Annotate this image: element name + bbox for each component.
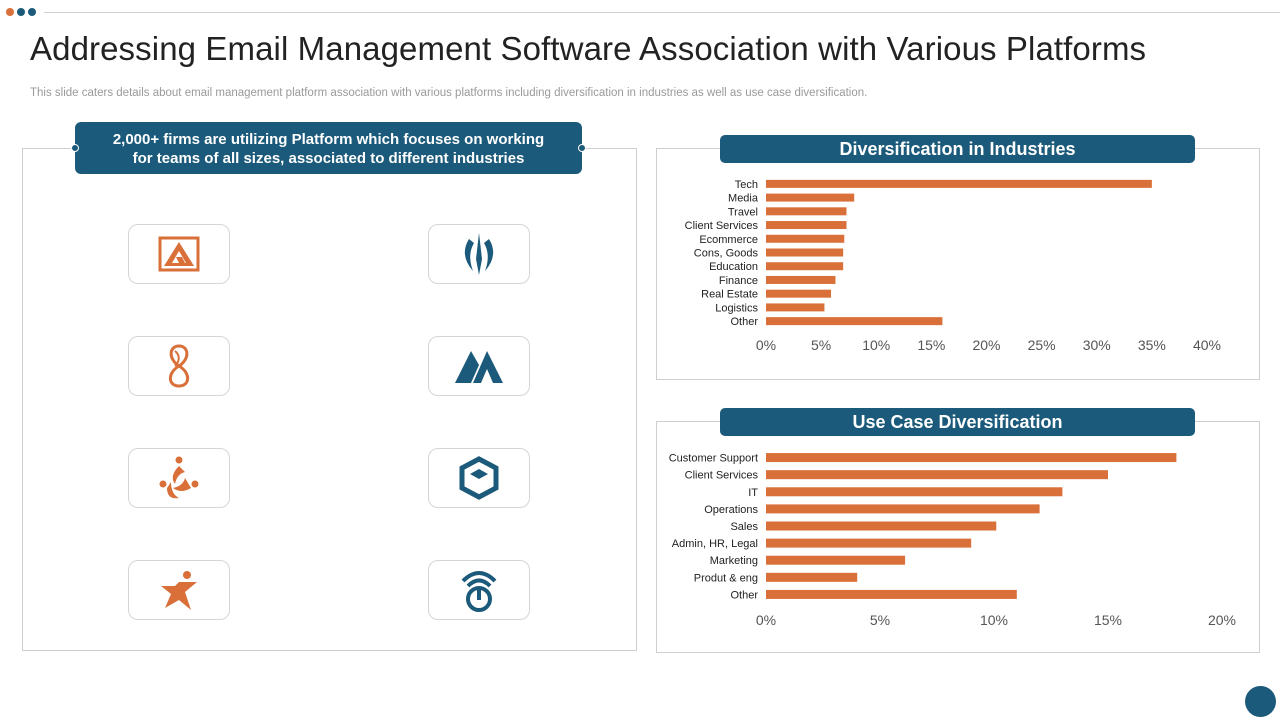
star-person-logo-icon bbox=[157, 568, 201, 612]
category-label: Admin, HR, Legal bbox=[672, 538, 758, 550]
bar-ecommerce bbox=[766, 234, 845, 243]
x-tick-label: 10% bbox=[980, 612, 1008, 628]
figure-eight-logo-icon bbox=[164, 343, 194, 389]
x-tick-label: 35% bbox=[1138, 337, 1166, 353]
dot-navy-2 bbox=[28, 8, 36, 16]
signal-power-logo-icon bbox=[458, 567, 500, 613]
slide-subtitle: This slide caters details about email ma… bbox=[30, 87, 868, 99]
x-tick-label: 20% bbox=[972, 337, 1000, 353]
bar-sales bbox=[766, 521, 997, 531]
category-label: Logistics bbox=[715, 302, 758, 314]
logo-card-5 bbox=[128, 448, 230, 508]
category-label: Other bbox=[730, 589, 758, 601]
category-label: Cons, Goods bbox=[694, 248, 759, 260]
x-tick-label: 30% bbox=[1083, 337, 1111, 353]
callout-line-2: for teams of all sizes, associated to di… bbox=[132, 150, 525, 167]
x-tick-label: 10% bbox=[862, 337, 890, 353]
bar-real-estate bbox=[766, 289, 832, 298]
bar-produt-eng bbox=[766, 572, 858, 582]
category-label: IT bbox=[748, 487, 758, 499]
category-label: Travel bbox=[728, 206, 758, 218]
x-tick-label: 5% bbox=[870, 612, 890, 628]
bar-admin-hr-legal bbox=[766, 538, 972, 548]
bar-marketing bbox=[766, 555, 906, 565]
bar-other bbox=[766, 317, 943, 326]
category-label: Produt & eng bbox=[694, 572, 758, 584]
triangle-a-logo-icon bbox=[158, 236, 200, 272]
callout-pin-right bbox=[578, 144, 586, 152]
category-label: Customer Support bbox=[669, 453, 758, 465]
slide-title: Addressing Email Management Software Ass… bbox=[30, 30, 1147, 67]
category-label: Client Services bbox=[685, 220, 759, 232]
x-tick-label: 0% bbox=[756, 612, 776, 628]
bar-logistics bbox=[766, 303, 825, 312]
category-label: Other bbox=[730, 316, 758, 328]
double-peak-logo-icon bbox=[453, 347, 505, 385]
bar-operations bbox=[766, 504, 1040, 514]
category-label: Media bbox=[728, 193, 759, 205]
bar-cons-goods bbox=[766, 248, 844, 257]
corner-dot bbox=[1245, 686, 1276, 717]
top-divider bbox=[44, 12, 1280, 13]
bar-other bbox=[766, 589, 1017, 599]
bar-it bbox=[766, 487, 1063, 497]
swirl-people-logo-icon bbox=[155, 454, 203, 502]
x-tick-label: 0% bbox=[756, 337, 776, 353]
logo-card-6 bbox=[428, 448, 530, 508]
category-label: Ecommerce bbox=[699, 234, 758, 246]
logo-card-4 bbox=[428, 336, 530, 396]
bar-media bbox=[766, 193, 855, 202]
category-label: Marketing bbox=[710, 555, 758, 567]
dot-navy bbox=[17, 8, 25, 16]
bar-client-services bbox=[766, 221, 847, 230]
x-tick-label: 40% bbox=[1193, 337, 1221, 353]
category-label: Client Services bbox=[685, 470, 759, 482]
logo-card-3 bbox=[128, 336, 230, 396]
logo-card-7 bbox=[128, 560, 230, 620]
bar-tech bbox=[766, 179, 1152, 188]
logo-card-8 bbox=[428, 560, 530, 620]
bar-finance bbox=[766, 275, 836, 284]
bar-client-services bbox=[766, 470, 1108, 480]
callout-banner: 2,000+ firms are utilizing Platform whic… bbox=[75, 122, 582, 174]
category-label: Real Estate bbox=[701, 289, 758, 301]
category-label: Education bbox=[709, 261, 758, 273]
x-tick-label: 20% bbox=[1208, 612, 1236, 628]
dot-orange bbox=[6, 8, 14, 16]
x-tick-label: 25% bbox=[1028, 337, 1056, 353]
callout-pin-left bbox=[71, 144, 79, 152]
usecase-chart-title: Use Case Diversification bbox=[720, 408, 1195, 436]
logo-card-1 bbox=[128, 224, 230, 284]
category-label: Operations bbox=[704, 504, 758, 516]
bar-education bbox=[766, 262, 844, 271]
category-label: Tech bbox=[735, 179, 758, 191]
industries-chart-title: Diversification in Industries bbox=[720, 135, 1195, 163]
bar-customer-support bbox=[766, 453, 1177, 463]
bar-travel bbox=[766, 207, 847, 216]
header-dots bbox=[6, 8, 36, 16]
x-tick-label: 5% bbox=[811, 337, 831, 353]
trident-logo-icon bbox=[457, 231, 501, 277]
hexagon-box-logo-icon bbox=[457, 456, 501, 500]
callout-line-1: 2,000+ firms are utilizing Platform whic… bbox=[112, 131, 545, 148]
category-label: Finance bbox=[719, 275, 758, 287]
logo-card-2 bbox=[428, 224, 530, 284]
x-tick-label: 15% bbox=[1094, 612, 1122, 628]
x-tick-label: 15% bbox=[917, 337, 945, 353]
category-label: Sales bbox=[730, 521, 758, 533]
